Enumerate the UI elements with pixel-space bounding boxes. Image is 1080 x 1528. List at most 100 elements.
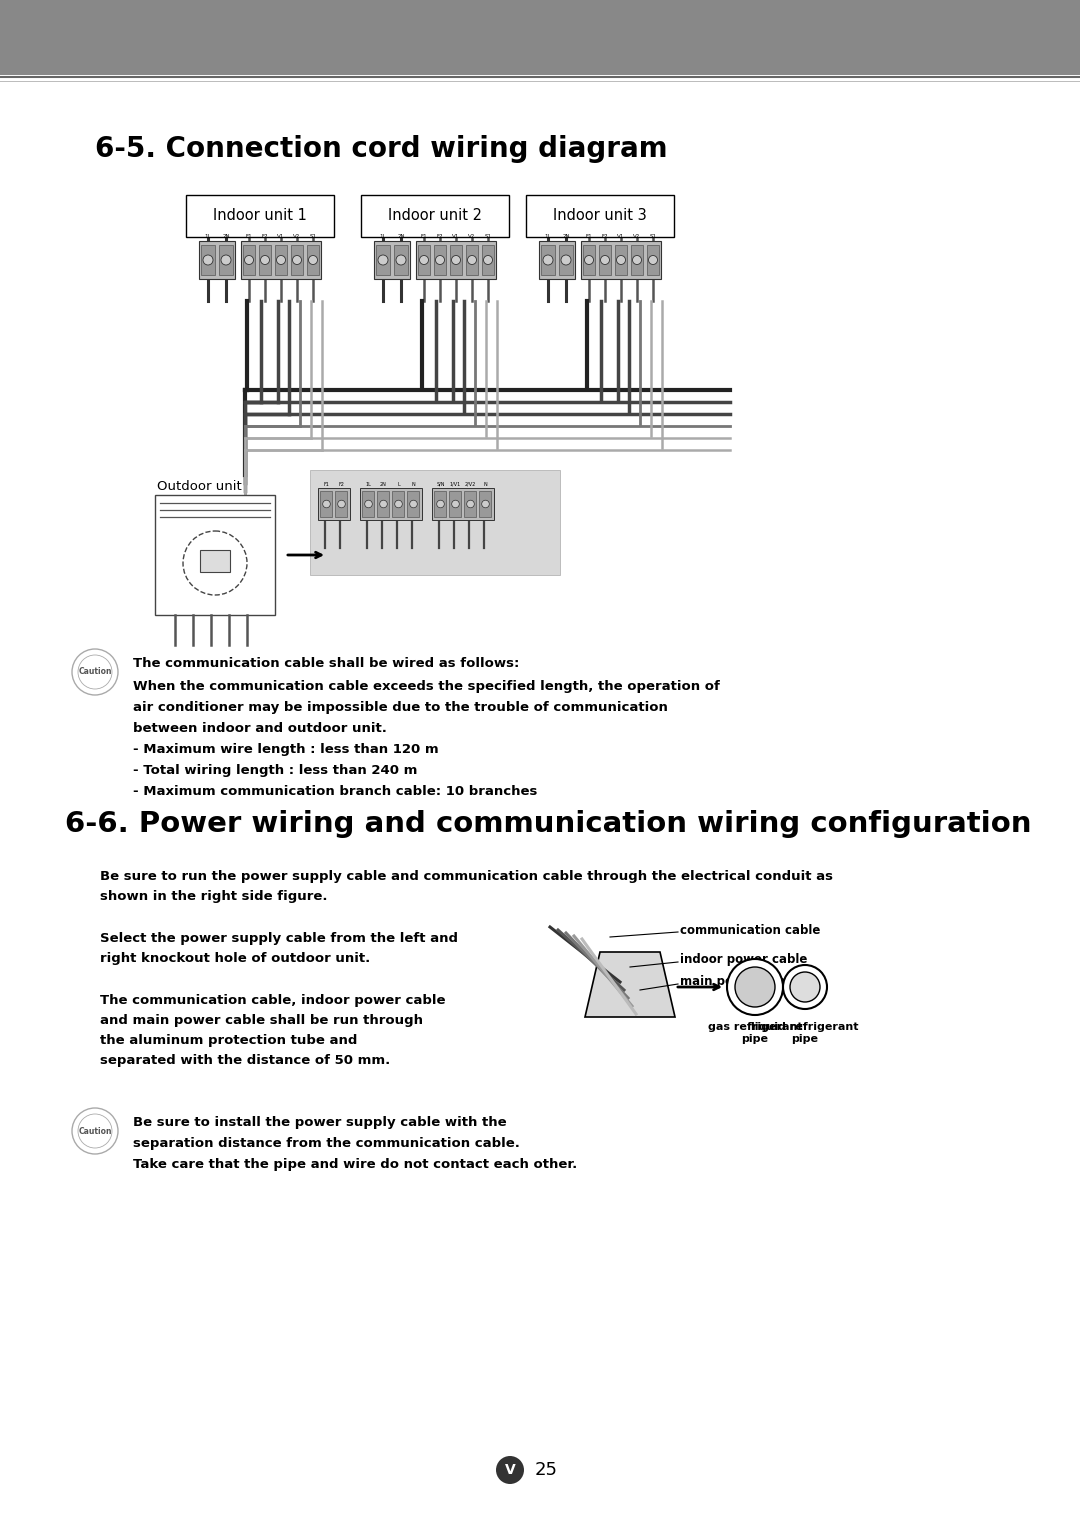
- Text: 2N: 2N: [563, 234, 570, 238]
- Circle shape: [451, 255, 460, 264]
- Circle shape: [561, 255, 571, 264]
- Text: Indoor unit 3: Indoor unit 3: [553, 208, 647, 223]
- Circle shape: [617, 255, 625, 264]
- FancyBboxPatch shape: [465, 244, 478, 275]
- Circle shape: [221, 255, 231, 264]
- Circle shape: [467, 500, 474, 507]
- Text: main power cable: main power cable: [680, 975, 797, 989]
- Circle shape: [484, 255, 492, 264]
- Text: separation distance from the communication cable.: separation distance from the communicati…: [133, 1137, 519, 1151]
- Text: the aluminum protection tube and: the aluminum protection tube and: [100, 1034, 357, 1047]
- FancyBboxPatch shape: [200, 550, 230, 571]
- Text: F2: F2: [602, 234, 608, 238]
- Circle shape: [633, 255, 642, 264]
- Text: V: V: [504, 1462, 515, 1478]
- Circle shape: [323, 500, 330, 507]
- Text: F2: F2: [338, 481, 345, 487]
- Circle shape: [78, 656, 112, 689]
- FancyBboxPatch shape: [583, 244, 595, 275]
- Circle shape: [543, 255, 553, 264]
- Text: 1L: 1L: [380, 234, 387, 238]
- FancyBboxPatch shape: [416, 241, 496, 280]
- Text: F1: F1: [421, 234, 428, 238]
- Text: shown in the right side figure.: shown in the right side figure.: [100, 889, 327, 903]
- Text: 6-6. Power wiring and communication wiring configuration: 6-6. Power wiring and communication wiri…: [65, 810, 1031, 837]
- FancyBboxPatch shape: [464, 490, 476, 516]
- FancyBboxPatch shape: [361, 196, 509, 237]
- Circle shape: [735, 967, 775, 1007]
- Text: Outdoor unit: Outdoor unit: [157, 480, 242, 494]
- Circle shape: [482, 500, 489, 507]
- FancyBboxPatch shape: [599, 244, 611, 275]
- Circle shape: [396, 255, 406, 264]
- FancyBboxPatch shape: [377, 490, 389, 516]
- Text: Indoor unit 2: Indoor unit 2: [388, 208, 482, 223]
- Text: Be sure to run the power supply cable and communication cable through the electr: Be sure to run the power supply cable an…: [100, 869, 833, 883]
- Text: - Maximum communication branch cable: 10 branches: - Maximum communication branch cable: 10…: [133, 785, 538, 798]
- FancyBboxPatch shape: [335, 490, 347, 516]
- Text: 25: 25: [535, 1461, 558, 1479]
- Circle shape: [451, 500, 459, 507]
- Circle shape: [380, 500, 388, 507]
- FancyBboxPatch shape: [291, 244, 303, 275]
- Circle shape: [727, 960, 783, 1015]
- Text: S/N: S/N: [436, 481, 445, 487]
- FancyBboxPatch shape: [482, 244, 494, 275]
- Text: 2N: 2N: [380, 481, 387, 487]
- FancyBboxPatch shape: [374, 241, 410, 280]
- Text: 6-5. Connection cord wiring diagram: 6-5. Connection cord wiring diagram: [95, 134, 667, 163]
- Text: L: L: [397, 481, 400, 487]
- FancyBboxPatch shape: [318, 487, 350, 520]
- FancyBboxPatch shape: [559, 244, 573, 275]
- Circle shape: [496, 1456, 524, 1484]
- FancyBboxPatch shape: [394, 244, 408, 275]
- Circle shape: [78, 1114, 112, 1148]
- Text: Select the power supply cable from the left and: Select the power supply cable from the l…: [100, 932, 458, 944]
- Text: V1: V1: [618, 234, 624, 238]
- Text: liquid refrigerant
pipe: liquid refrigerant pipe: [752, 1022, 859, 1044]
- Circle shape: [600, 255, 609, 264]
- Circle shape: [244, 255, 254, 264]
- Text: V1: V1: [278, 234, 285, 238]
- Text: 2/V2: 2/V2: [464, 481, 476, 487]
- FancyBboxPatch shape: [418, 244, 430, 275]
- Circle shape: [365, 500, 373, 507]
- Circle shape: [72, 649, 118, 695]
- Text: 1L: 1L: [365, 481, 372, 487]
- FancyBboxPatch shape: [219, 244, 233, 275]
- Text: Take care that the pipe and wire do not contact each other.: Take care that the pipe and wire do not …: [133, 1158, 577, 1170]
- Text: N: N: [411, 481, 416, 487]
- Text: V2: V2: [469, 234, 475, 238]
- Text: separated with the distance of 50 mm.: separated with the distance of 50 mm.: [100, 1054, 390, 1067]
- Text: 2N: 2N: [222, 234, 230, 238]
- Circle shape: [648, 255, 658, 264]
- Text: Caution: Caution: [78, 668, 111, 677]
- Text: V2: V2: [633, 234, 640, 238]
- Text: F1: F1: [585, 234, 592, 238]
- Text: When the communication cable exceeds the specified length, the operation of: When the communication cable exceeds the…: [133, 680, 720, 694]
- FancyBboxPatch shape: [434, 244, 446, 275]
- FancyBboxPatch shape: [307, 244, 319, 275]
- FancyBboxPatch shape: [581, 241, 661, 280]
- Circle shape: [378, 255, 388, 264]
- FancyBboxPatch shape: [201, 244, 215, 275]
- FancyBboxPatch shape: [310, 471, 561, 575]
- Text: 1L: 1L: [544, 234, 551, 238]
- Text: N: N: [484, 481, 487, 487]
- FancyBboxPatch shape: [186, 196, 334, 237]
- Text: V2: V2: [294, 234, 300, 238]
- FancyBboxPatch shape: [320, 490, 332, 516]
- Text: S1: S1: [310, 234, 316, 238]
- Circle shape: [394, 500, 402, 507]
- Text: S1: S1: [485, 234, 491, 238]
- Circle shape: [419, 255, 429, 264]
- Text: between indoor and outdoor unit.: between indoor and outdoor unit.: [133, 723, 387, 735]
- Circle shape: [468, 255, 476, 264]
- Text: F2: F2: [261, 234, 268, 238]
- Text: communication cable: communication cable: [680, 923, 821, 937]
- FancyBboxPatch shape: [631, 244, 643, 275]
- FancyBboxPatch shape: [407, 490, 419, 516]
- Circle shape: [783, 966, 827, 1008]
- Text: gas refrigerant
pipe: gas refrigerant pipe: [707, 1022, 802, 1044]
- Circle shape: [409, 500, 417, 507]
